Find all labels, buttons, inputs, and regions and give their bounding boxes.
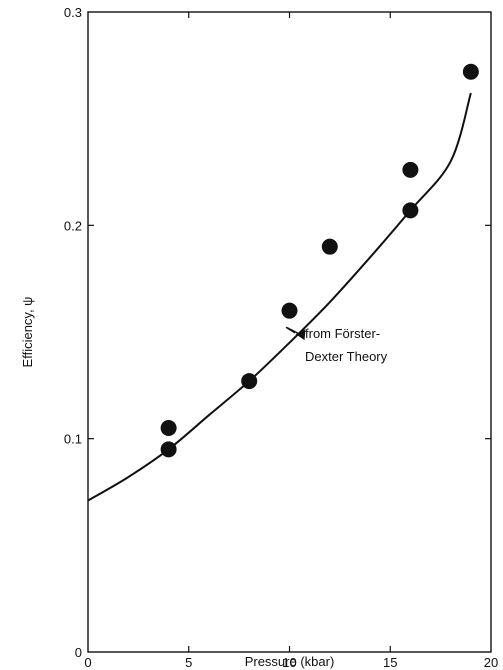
x-tick-label: 10 bbox=[282, 655, 296, 670]
data-point bbox=[321, 238, 338, 255]
y-tick-label: 0.2 bbox=[64, 218, 82, 233]
plot-frame bbox=[87, 11, 492, 653]
y-tick-label: 0.3 bbox=[64, 5, 82, 20]
annotation-line-1: from Förster- bbox=[305, 326, 380, 341]
data-point bbox=[160, 441, 177, 458]
data-point bbox=[241, 373, 258, 390]
data-point bbox=[160, 420, 177, 436]
data-point bbox=[462, 63, 479, 80]
plot-axes bbox=[87, 11, 492, 653]
data-point bbox=[281, 302, 298, 319]
y-tick-label: 0.1 bbox=[64, 432, 82, 447]
data-point bbox=[402, 202, 419, 219]
annotation-group: from Förster- Dexter Theory bbox=[285, 326, 388, 364]
annotation-line-2: Dexter Theory bbox=[305, 349, 388, 364]
axis-ticks: 0 5 10 15 20 0 0.1 0.2 0.3 bbox=[64, 5, 498, 670]
data-points bbox=[160, 63, 479, 458]
y-axis-label: Efficiency, ψ bbox=[20, 297, 35, 368]
x-tick-label: 0 bbox=[84, 655, 91, 670]
x-axis-label: Pressure (kbar) bbox=[245, 654, 335, 669]
x-tick-label: 15 bbox=[383, 655, 397, 670]
y-tick-label: 0 bbox=[75, 645, 82, 660]
theory-curve-group bbox=[87, 92, 472, 502]
annotation-arrow-shaft bbox=[285, 326, 302, 336]
x-tick-label: 20 bbox=[484, 655, 498, 670]
annotation-arrow-head bbox=[295, 329, 306, 341]
data-point bbox=[402, 161, 419, 178]
x-tick-label: 5 bbox=[185, 655, 192, 670]
theory-curve bbox=[87, 92, 472, 502]
